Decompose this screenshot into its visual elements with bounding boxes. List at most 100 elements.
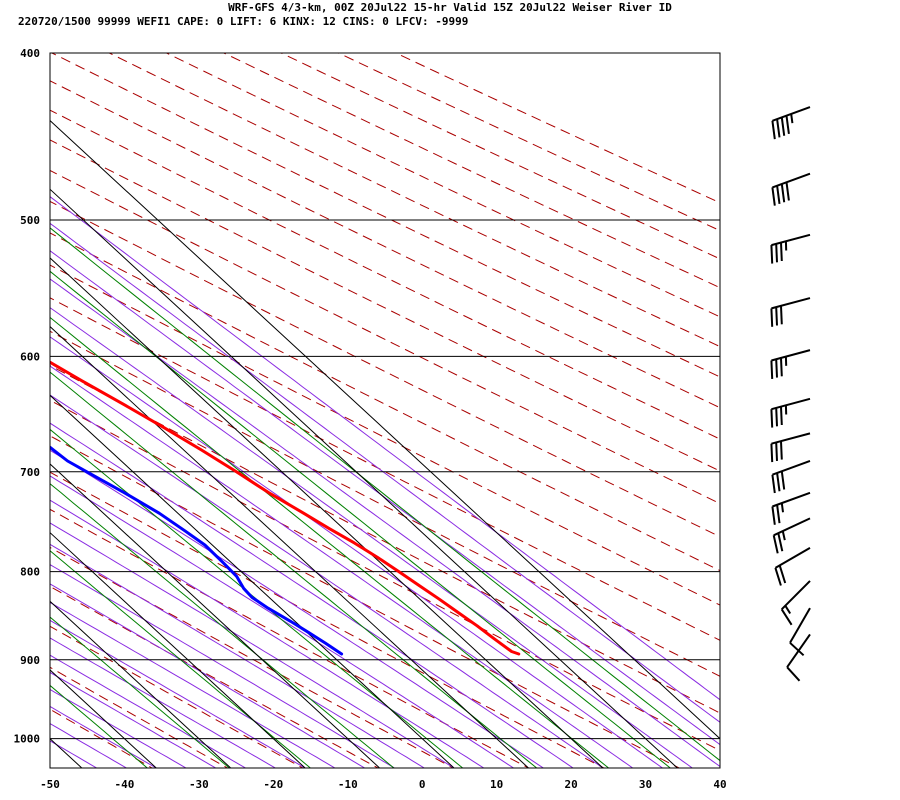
moist-adiabat <box>50 222 720 723</box>
moist-adiabat <box>50 564 395 768</box>
dry-adiabat <box>50 508 530 768</box>
pressure-axis: 400 500 600 700 800 900 1000 <box>14 47 41 746</box>
isotherm-gridline <box>50 394 455 768</box>
wind-barbs <box>770 106 811 682</box>
moist-adiabat <box>50 196 720 701</box>
mixing-ratio-line <box>50 270 672 768</box>
dry-adiabat <box>50 297 720 641</box>
y-tick-label: 1000 <box>14 733 41 746</box>
isotherm-gridline <box>50 600 232 768</box>
dry-adiabat <box>50 232 720 572</box>
mixing-ratio-line <box>50 227 720 762</box>
dry-adiabat <box>50 139 720 472</box>
mixing-ratio-line <box>50 550 312 768</box>
y-tick-label: 800 <box>20 566 40 579</box>
mixing-ratio-line <box>50 428 464 768</box>
header-line-1: WRF-GFS 4/3-km, 00Z 20Jul22 15-hr Valid … <box>228 1 672 14</box>
reference-lines <box>50 53 720 768</box>
moist-adiabat <box>50 475 514 768</box>
wind-barb <box>771 106 811 140</box>
y-tick-label: 700 <box>20 466 40 479</box>
moist-adiabat <box>50 278 720 768</box>
y-tick-label: 900 <box>20 654 40 667</box>
moist-adiabat <box>50 449 544 768</box>
wind-barb <box>771 491 811 525</box>
wind-barb <box>770 397 811 428</box>
dry-adiabat <box>50 471 605 768</box>
x-tick-label: 40 <box>713 778 726 791</box>
y-tick-label: 400 <box>20 47 40 60</box>
wind-barb <box>770 297 811 327</box>
isotherm-gridline <box>50 257 604 768</box>
dewpoint-profile <box>50 445 344 656</box>
x-tick-label: 20 <box>564 778 577 791</box>
dry-adiabat <box>50 330 720 677</box>
moist-adiabat <box>50 394 604 768</box>
moist-adiabat <box>50 365 633 768</box>
mixing-ratio-line <box>50 316 610 768</box>
moist-adiabat <box>50 250 720 746</box>
isotherm-gridline <box>50 531 306 768</box>
moist-adiabat <box>50 654 246 768</box>
dry-adiabat <box>50 585 380 768</box>
dry-adiabat <box>165 53 720 318</box>
moist-adiabat <box>50 637 276 768</box>
y-tick-label: 500 <box>20 214 40 227</box>
isotherm-gridline <box>50 463 380 768</box>
isotherm-gridline <box>50 325 529 768</box>
series-layer <box>50 360 521 656</box>
dry-adiabat <box>280 53 720 260</box>
header-line-2: 220720/1500 99999 WEFI1 CAPE: 0 LIFT: 6 … <box>18 15 468 28</box>
dry-adiabat <box>50 109 720 440</box>
moist-adiabat <box>50 499 485 768</box>
isotherm-gridline <box>50 188 678 768</box>
dry-adiabat <box>50 435 681 768</box>
y-tick-label: 600 <box>20 350 40 363</box>
moist-adiabat <box>50 307 693 768</box>
mixing-ratio-line <box>50 371 538 768</box>
dry-adiabat <box>50 169 720 505</box>
isotherm-gridline <box>50 119 720 740</box>
moist-adiabat <box>50 671 217 768</box>
x-tick-label: -50 <box>40 778 60 791</box>
x-tick-label: 30 <box>639 778 652 791</box>
moist-adiabat <box>50 601 336 768</box>
dry-adiabat <box>50 80 720 409</box>
dry-adiabat <box>50 53 720 378</box>
temperature-profile <box>50 360 521 656</box>
wind-barb <box>771 172 811 206</box>
dry-adiabat <box>222 53 720 289</box>
moist-adiabat <box>50 740 97 768</box>
wind-barb <box>774 547 811 586</box>
dry-adiabat <box>50 546 455 768</box>
dry-adiabat <box>50 625 304 768</box>
dry-adiabat <box>50 200 720 538</box>
dry-adiabat <box>50 399 720 752</box>
wind-barb <box>771 460 811 494</box>
wind-barb <box>780 580 811 626</box>
moist-adiabat <box>50 583 365 768</box>
grid <box>0 53 720 768</box>
moist-adiabat <box>50 543 425 768</box>
wind-barb <box>770 233 811 264</box>
dry-adiabat <box>337 53 720 232</box>
x-tick-label: -20 <box>263 778 283 791</box>
x-tick-label: 10 <box>490 778 503 791</box>
dry-adiabat <box>50 666 229 768</box>
moist-adiabat <box>50 619 306 768</box>
moist-adiabat <box>50 422 574 768</box>
plot-frame <box>49 52 721 769</box>
mixing-ratio-line <box>50 616 231 768</box>
dry-adiabat <box>394 53 720 204</box>
wind-barb <box>770 349 811 379</box>
dry-adiabat <box>50 364 720 714</box>
isotherm-gridline <box>0 53 7 768</box>
moist-adiabat <box>50 522 455 768</box>
wind-barb <box>772 517 811 554</box>
x-tick-label: -10 <box>338 778 358 791</box>
dry-adiabat <box>50 264 720 606</box>
temperature-axis: -50 -40 -30 -20 -10 0 10 20 30 40 <box>40 778 727 791</box>
wind-barb <box>770 432 811 463</box>
wind-barb <box>789 607 811 657</box>
